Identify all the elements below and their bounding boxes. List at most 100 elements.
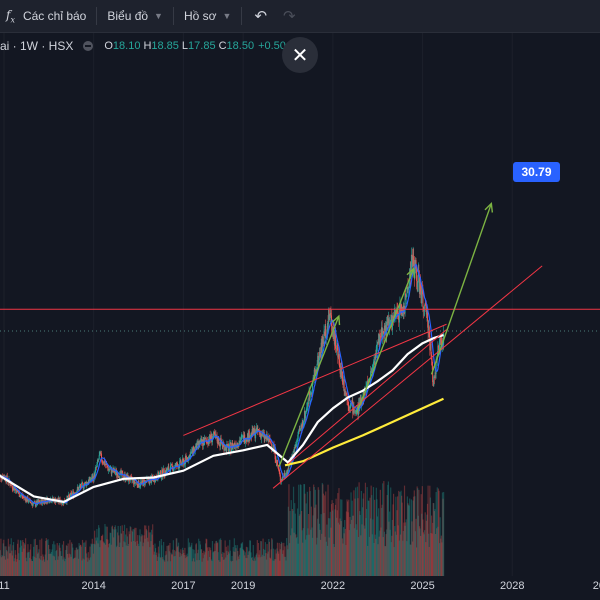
profile-menu-button[interactable]: Hồ sơ ▼ bbox=[178, 4, 237, 28]
volume-bar bbox=[424, 530, 426, 576]
candle-body bbox=[292, 452, 294, 457]
volume-bar bbox=[171, 554, 173, 576]
candle-body bbox=[326, 333, 328, 336]
volume-bar bbox=[61, 544, 64, 576]
candle-body bbox=[32, 503, 34, 506]
target-price-badge: 30.79 bbox=[513, 162, 560, 182]
volume-bar bbox=[245, 557, 247, 576]
volume-bar bbox=[68, 557, 70, 576]
volume-bar bbox=[225, 546, 227, 576]
volume-bar bbox=[220, 539, 222, 576]
volume-bar bbox=[241, 543, 243, 576]
indicators-button[interactable]: fx Các chỉ báo bbox=[0, 4, 92, 28]
volume-bar bbox=[115, 529, 117, 576]
candle-body bbox=[40, 499, 42, 503]
volume-bar bbox=[264, 549, 266, 576]
volume-bar bbox=[398, 540, 400, 576]
volume-bar bbox=[178, 551, 180, 576]
volume-bar bbox=[387, 484, 389, 576]
candle-body bbox=[260, 434, 262, 439]
volume-bar bbox=[149, 532, 151, 576]
volume-bar bbox=[133, 541, 135, 576]
candle-body bbox=[390, 315, 392, 320]
redo-icon[interactable]: ↷ bbox=[283, 8, 296, 25]
candle-body bbox=[171, 463, 173, 465]
volume-bar bbox=[138, 546, 140, 576]
volume-bar bbox=[207, 560, 209, 576]
candle-body bbox=[12, 488, 14, 491]
candle-body bbox=[240, 440, 242, 443]
volume-bar bbox=[97, 543, 99, 576]
volume-bar bbox=[158, 540, 161, 576]
volume-bar bbox=[161, 557, 164, 576]
volume-bar bbox=[125, 545, 127, 576]
volume-bar bbox=[194, 561, 196, 576]
candle-body bbox=[352, 400, 354, 414]
volume-bar bbox=[376, 499, 378, 576]
volume-bar bbox=[146, 537, 149, 576]
candle-body bbox=[217, 437, 219, 444]
candle-body bbox=[168, 469, 170, 471]
volume-bar bbox=[312, 515, 314, 576]
volume-bar bbox=[146, 530, 148, 576]
volume-bar bbox=[272, 548, 275, 576]
candle-body bbox=[245, 439, 247, 443]
candle-body bbox=[420, 291, 422, 303]
candle-body bbox=[67, 497, 69, 498]
candle-body bbox=[26, 497, 28, 502]
volume-bar bbox=[185, 555, 187, 576]
candle-body bbox=[286, 471, 288, 477]
candle-body bbox=[386, 321, 388, 336]
volume-bar bbox=[111, 525, 114, 576]
candle-body bbox=[143, 479, 145, 481]
volume-bar bbox=[403, 522, 405, 576]
volume-bar bbox=[233, 538, 235, 576]
close-icon[interactable]: ✕ bbox=[282, 37, 318, 73]
candle-body bbox=[271, 443, 273, 449]
candle-body bbox=[121, 471, 123, 473]
candle-body bbox=[439, 338, 441, 340]
candle-body bbox=[21, 494, 23, 496]
candle-body bbox=[188, 454, 190, 456]
candle-body bbox=[287, 464, 289, 472]
undo-icon[interactable]: ↶ bbox=[254, 8, 268, 25]
volume-bar bbox=[440, 535, 442, 576]
candle-body bbox=[270, 442, 272, 443]
hide-eye-icon[interactable] bbox=[83, 41, 94, 51]
candle-body bbox=[202, 440, 204, 447]
volume-bar bbox=[415, 518, 417, 576]
volume-bar bbox=[61, 555, 63, 576]
volume-bar bbox=[275, 553, 277, 576]
volume-bar bbox=[264, 542, 266, 576]
volume-bar bbox=[278, 553, 280, 576]
price-chart[interactable] bbox=[0, 33, 600, 576]
volume-bar bbox=[266, 544, 268, 576]
volume-bar bbox=[229, 550, 231, 576]
ma-white-line bbox=[0, 334, 444, 503]
candle-body bbox=[425, 306, 427, 315]
candle-body bbox=[7, 482, 9, 484]
chart-menu-button[interactable]: Biểu đồ ▼ bbox=[101, 4, 169, 28]
candle-body bbox=[294, 445, 296, 448]
arrow-head bbox=[406, 267, 415, 278]
candle-body bbox=[286, 471, 288, 472]
chevron-down-icon: ▼ bbox=[222, 11, 232, 21]
volume-bar bbox=[261, 556, 263, 576]
volume-bar bbox=[142, 546, 144, 576]
volume-bar bbox=[69, 554, 72, 576]
volume-bar bbox=[200, 549, 202, 576]
volume-bar bbox=[148, 532, 150, 576]
candle-body bbox=[281, 479, 283, 481]
candle-body bbox=[116, 473, 118, 476]
candle-body bbox=[312, 381, 314, 391]
volume-bar bbox=[53, 541, 55, 576]
volume-bar bbox=[395, 496, 397, 576]
volume-bar bbox=[172, 540, 174, 576]
volume-bar bbox=[376, 516, 379, 576]
volume-bar bbox=[64, 558, 66, 576]
candle-body bbox=[302, 421, 304, 428]
volume-bar bbox=[427, 485, 429, 576]
volume-bar bbox=[402, 531, 404, 576]
candle-body bbox=[332, 326, 334, 331]
volume-bar bbox=[99, 540, 101, 576]
